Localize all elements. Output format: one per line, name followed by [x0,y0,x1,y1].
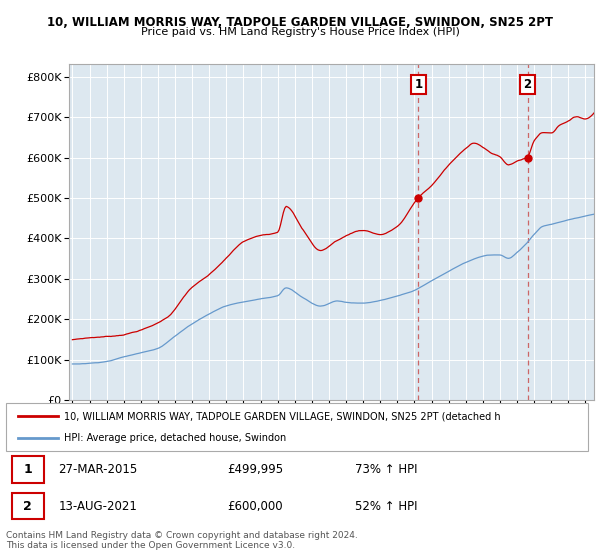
Text: 10, WILLIAM MORRIS WAY, TADPOLE GARDEN VILLAGE, SWINDON, SN25 2PT (detached h: 10, WILLIAM MORRIS WAY, TADPOLE GARDEN V… [64,411,501,421]
Text: 2: 2 [524,78,532,91]
FancyBboxPatch shape [12,493,44,520]
Text: 52% ↑ HPI: 52% ↑ HPI [355,500,418,512]
Text: 2: 2 [23,500,32,512]
Text: 1: 1 [23,463,32,476]
Text: 13-AUG-2021: 13-AUG-2021 [58,500,137,512]
FancyBboxPatch shape [12,456,44,483]
Text: HPI: Average price, detached house, Swindon: HPI: Average price, detached house, Swin… [64,433,286,443]
Text: Price paid vs. HM Land Registry's House Price Index (HPI): Price paid vs. HM Land Registry's House … [140,27,460,37]
Text: This data is licensed under the Open Government Licence v3.0.: This data is licensed under the Open Gov… [6,541,295,550]
Text: 1: 1 [415,78,422,91]
Text: 27-MAR-2015: 27-MAR-2015 [58,463,137,476]
Text: 73% ↑ HPI: 73% ↑ HPI [355,463,418,476]
Text: £600,000: £600,000 [227,500,283,512]
Text: 10, WILLIAM MORRIS WAY, TADPOLE GARDEN VILLAGE, SWINDON, SN25 2PT: 10, WILLIAM MORRIS WAY, TADPOLE GARDEN V… [47,16,553,29]
Text: £499,995: £499,995 [227,463,283,476]
Text: Contains HM Land Registry data © Crown copyright and database right 2024.: Contains HM Land Registry data © Crown c… [6,531,358,540]
